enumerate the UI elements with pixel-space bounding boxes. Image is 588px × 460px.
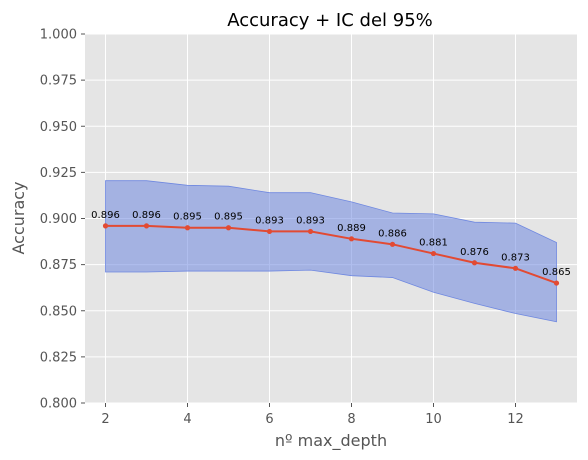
confidence-band: [105, 180, 557, 323]
data-label: 0.865: [542, 267, 571, 278]
data-label: 0.896: [132, 210, 161, 221]
data-label: 0.876: [460, 247, 489, 258]
y-axis-title: Accuracy: [9, 181, 28, 254]
y-tick-label: 0.875: [40, 258, 77, 273]
data-label: 0.893: [255, 215, 284, 226]
y-tick-label: 0.900: [40, 212, 77, 227]
y-tick-label: 0.950: [40, 120, 77, 135]
data-label: 0.889: [337, 223, 366, 234]
data-point: [266, 228, 273, 235]
data-label: 0.881: [419, 238, 448, 249]
data-point: [553, 280, 560, 286]
data-label: 0.886: [378, 228, 407, 239]
data-points: [102, 223, 560, 286]
x-tick-label: 8: [347, 412, 355, 427]
x-axis-ticks: 2 4 6 8 10 12: [101, 403, 524, 427]
y-tick-label: 0.850: [40, 304, 77, 319]
data-labels: 0.896 0.896 0.895 0.895 0.893 0.893 0.889 0.886…: [91, 210, 571, 278]
data-label: 0.896: [91, 210, 120, 221]
data-point: [225, 225, 232, 231]
x-tick-label: 4: [183, 412, 191, 427]
data-point: [471, 260, 478, 266]
data-point: [389, 241, 396, 247]
data-label: 0.873: [501, 252, 530, 263]
data-point: [430, 250, 437, 257]
y-tick-label: 0.975: [40, 74, 77, 89]
data-point: [102, 223, 109, 229]
data-label: 0.895: [214, 212, 243, 223]
x-tick-label: 2: [101, 412, 109, 427]
y-tick-label: 0.800: [40, 397, 77, 412]
data-label: 0.893: [296, 215, 325, 226]
data-point: [143, 223, 150, 229]
x-tick-label: 6: [265, 412, 273, 427]
x-tick-label: 12: [507, 412, 524, 427]
y-axis-ticks: 0.800 0.825 0.850 0.875 0.900 0.925 0.950 0.975…: [40, 28, 85, 412]
data-point: [512, 265, 519, 271]
data-label: 0.895: [173, 212, 202, 223]
x-tick-label: 10: [425, 412, 442, 427]
x-axis-title: nº max_depth: [275, 431, 387, 451]
y-tick-label: 1.000: [40, 28, 77, 43]
data-point: [348, 236, 355, 242]
y-tick-label: 0.825: [40, 350, 77, 365]
data-point: [184, 225, 191, 231]
y-tick-label: 0.925: [40, 166, 77, 181]
accuracy-line: [105, 224, 557, 285]
chart-title: Accuracy + IC del 95%: [227, 10, 433, 31]
data-point: [307, 228, 314, 235]
